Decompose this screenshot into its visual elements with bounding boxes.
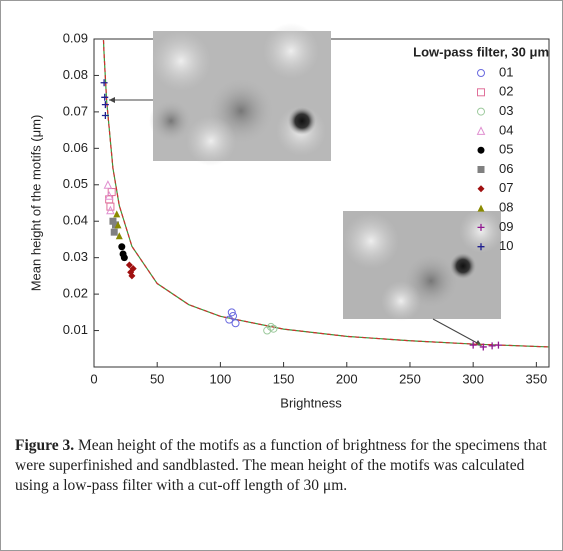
marker	[469, 341, 477, 349]
caption-label: Figure 3.	[15, 437, 75, 454]
legend-label: 02	[499, 84, 513, 99]
x-tick-label: 200	[336, 371, 358, 386]
y-tick-label: 0.06	[63, 140, 88, 155]
marker	[477, 146, 485, 154]
legend-label: 06	[499, 161, 513, 176]
legend-label: 07	[499, 180, 513, 195]
marker	[488, 342, 496, 350]
y-axis-label: Mean height of the motifs (μm)	[28, 115, 43, 292]
marker	[104, 191, 114, 200]
x-tick-label: 150	[273, 371, 295, 386]
legend-label: 09	[499, 219, 513, 234]
marker	[109, 217, 117, 225]
marker	[129, 265, 137, 273]
caption: Figure 3. Mean height of the motifs as a…	[15, 436, 551, 496]
y-tick-label: 0.07	[63, 103, 88, 118]
marker	[227, 308, 236, 317]
marker	[477, 243, 485, 251]
marker	[120, 254, 128, 262]
y-tick-label: 0.03	[63, 249, 88, 264]
legend-title: Low-pass filter, 30 μm	[413, 44, 549, 59]
legend-label: 05	[499, 142, 513, 157]
y-tick-label: 0.02	[63, 286, 88, 301]
marker	[477, 88, 485, 97]
arrow	[432, 318, 480, 345]
marker	[118, 243, 126, 251]
x-tick-label: 0	[90, 371, 97, 386]
marker	[477, 166, 485, 173]
marker	[110, 228, 118, 236]
y-tick-label: 0.01	[63, 322, 88, 337]
marker	[477, 69, 485, 77]
legend-label: 03	[499, 103, 513, 118]
marker	[269, 324, 278, 333]
marker	[477, 185, 485, 193]
marker	[101, 101, 109, 109]
marker	[100, 79, 108, 87]
fit-line	[102, 40, 549, 348]
y-tick-label: 0.04	[63, 213, 88, 228]
marker	[477, 204, 485, 212]
marker	[128, 272, 136, 280]
y-tick-label: 0.05	[63, 176, 88, 191]
x-tick-label: 50	[150, 371, 164, 386]
caption-text: Mean height of the motifs as a function …	[15, 437, 547, 494]
marker	[111, 221, 119, 229]
legend-label: 08	[499, 200, 513, 215]
marker	[477, 223, 485, 231]
inset-image	[149, 23, 331, 166]
marker	[266, 322, 275, 331]
marker	[479, 343, 487, 351]
y-tick-label: 0.08	[63, 67, 88, 82]
marker	[106, 205, 115, 215]
marker	[125, 261, 133, 269]
marker	[101, 112, 109, 120]
marker	[103, 180, 113, 189]
marker	[101, 93, 109, 101]
marker	[113, 210, 121, 218]
legend-label: 01	[499, 64, 513, 79]
y-tick-label: 0.09	[63, 30, 88, 45]
x-tick-label: 300	[462, 371, 484, 386]
marker	[115, 232, 123, 240]
arrowhead	[109, 97, 115, 103]
x-tick-label: 350	[526, 371, 548, 386]
marker	[231, 319, 240, 328]
marker	[494, 341, 502, 349]
inset-image	[343, 209, 503, 321]
chart: Brightness Mean height of the motifs (μm…	[28, 23, 550, 410]
x-tick-label: 250	[399, 371, 421, 386]
marker	[106, 202, 115, 211]
marker	[229, 311, 238, 320]
x-tick-label: 100	[210, 371, 232, 386]
marker	[476, 126, 486, 135]
x-axis-label: Brightness	[280, 395, 342, 410]
marker	[114, 221, 122, 229]
marker	[477, 107, 485, 116]
legend-label: 10	[499, 238, 513, 253]
legend-label: 04	[499, 122, 513, 137]
